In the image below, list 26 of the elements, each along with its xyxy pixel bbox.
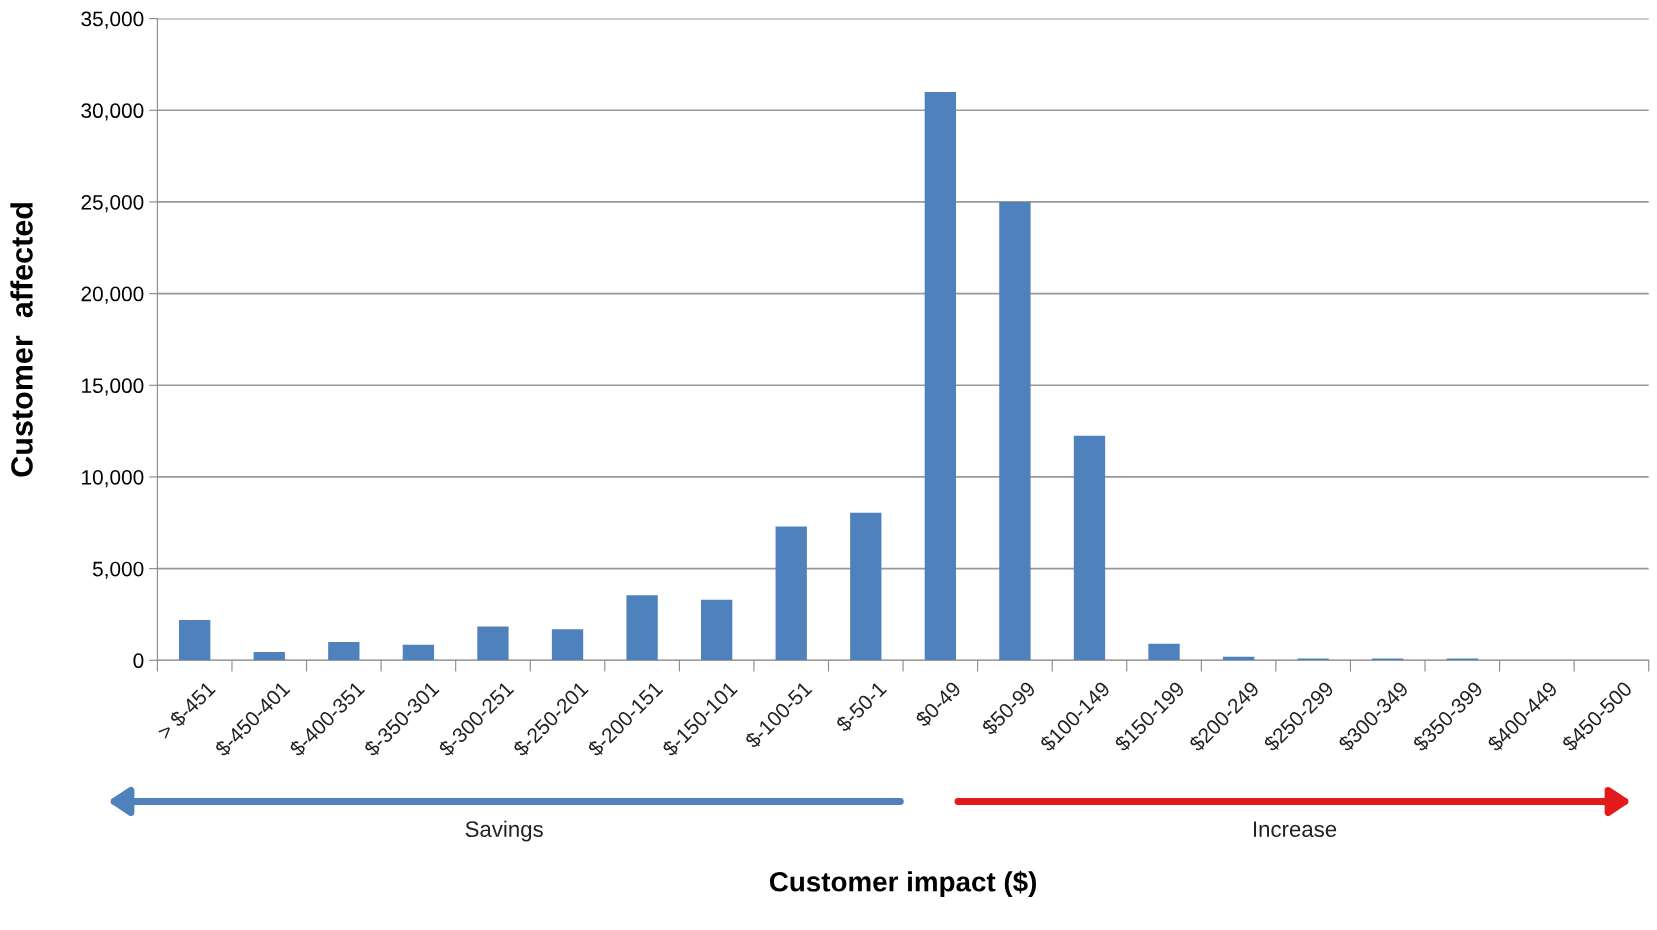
y-tick-label: 15,000 — [82, 378, 144, 396]
y-tick-label: 0 — [133, 653, 144, 669]
bar — [850, 512, 882, 661]
y-axis-title: Customer affected — [10, 203, 33, 477]
text: Increase — [1253, 821, 1337, 838]
y-tick-label: 20,000 — [81, 286, 144, 304]
x-axis-title: Customer impact ($) — [769, 870, 1036, 898]
text: Savings — [465, 820, 543, 842]
bar — [253, 652, 285, 661]
y-tick-label: 35,000 — [81, 11, 144, 29]
bar — [328, 641, 360, 661]
bar — [1148, 643, 1180, 661]
bar — [551, 629, 584, 661]
y-tick-label: 5,000 — [92, 561, 144, 579]
bar — [775, 526, 807, 661]
y-tick-label: 25,000 — [81, 194, 144, 213]
bar — [1073, 435, 1106, 661]
bar — [700, 599, 733, 661]
bar — [179, 619, 211, 661]
y-tick-label: 10,000 — [82, 469, 144, 488]
bar — [999, 201, 1031, 661]
bar — [924, 91, 957, 661]
bar — [402, 644, 435, 661]
bar — [626, 595, 658, 661]
bar — [477, 626, 509, 661]
y-tick-label: 30,000 — [81, 103, 144, 121]
